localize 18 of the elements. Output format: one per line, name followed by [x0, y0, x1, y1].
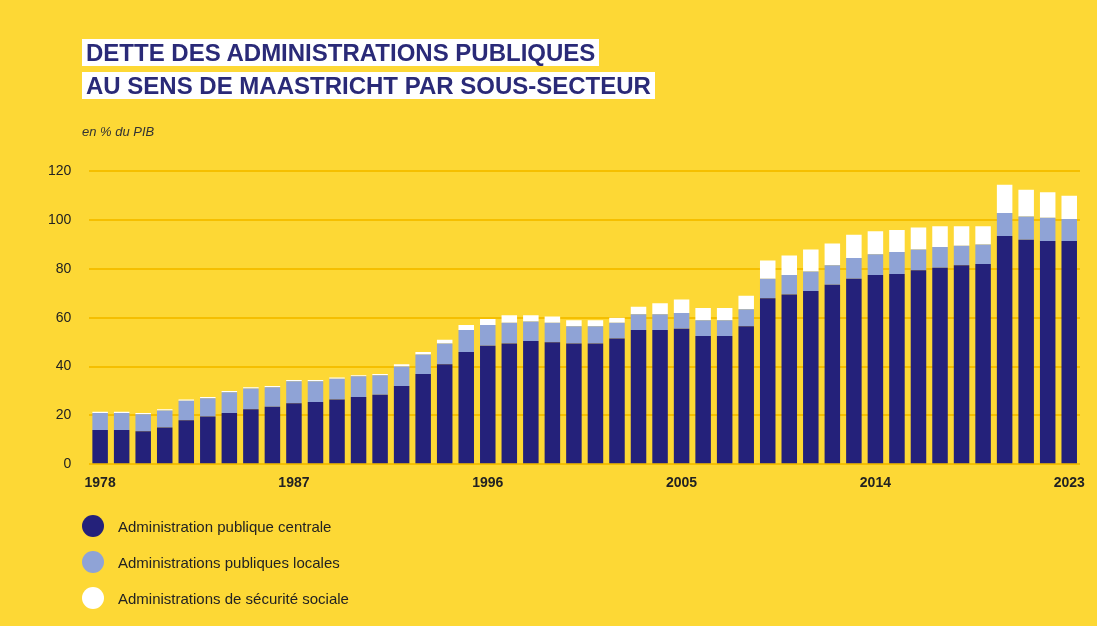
legend-label: Administration publique centrale: [118, 517, 332, 535]
y-tick-label: 80: [55, 259, 72, 276]
legend-label: Administrations de sécurité sociale: [118, 589, 349, 607]
legend-label: Administrations publiques locales: [118, 553, 340, 571]
x-tick-label: 1987: [278, 474, 310, 491]
y-tick-label: 20: [55, 406, 72, 423]
y-tick-label: 40: [55, 357, 72, 374]
y-tick-label: 100: [48, 211, 72, 228]
y-tick-label: 0: [63, 455, 72, 472]
y-axis-title: en % du PIB: [82, 124, 155, 139]
chart-title: DETTE DES ADMINISTRATIONS PUBLIQUES AU SENS DE MAASTRICHT PAR SOUS-SECTEUR: [85, 39, 652, 99]
x-tick-label: 2023: [1053, 474, 1086, 491]
x-tick-label: 2014: [859, 474, 892, 491]
x-tick-label: 1978: [84, 474, 116, 491]
x-tick-label: 2005: [666, 474, 698, 491]
x-tick-label: 1996: [472, 474, 504, 491]
y-tick-label: 120: [48, 162, 72, 179]
y-tick-label: 60: [55, 308, 72, 325]
